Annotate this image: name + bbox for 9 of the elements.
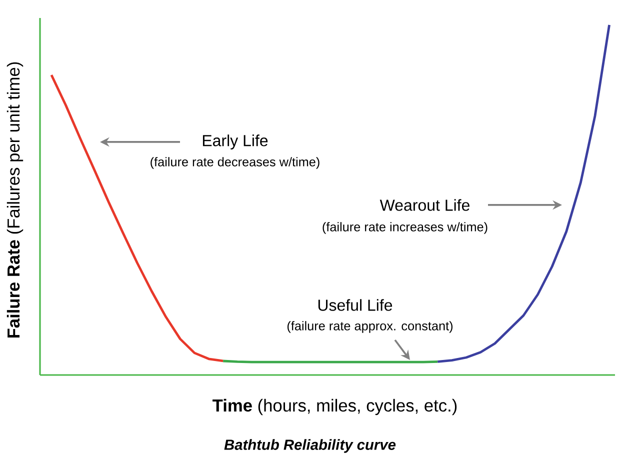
- annotation: Wearout Life: [380, 199, 470, 211]
- annotation: Useful Life: [318, 299, 392, 311]
- y-axis-title: Failure Rate (Failures per unit time): [6, 62, 24, 338]
- annotation: Early Life: [202, 134, 268, 150]
- text: Bathtub Reliability curve: [224, 439, 396, 453]
- x-axis-title: Time (hours, miles, cycles, etc.): [212, 398, 457, 416]
- annotation: (failure rate increases w/time): [322, 222, 488, 234]
- annotation: (failure rate decreases w/time): [150, 157, 320, 169]
- annotation: (failure rate approx. constant): [287, 321, 453, 333]
